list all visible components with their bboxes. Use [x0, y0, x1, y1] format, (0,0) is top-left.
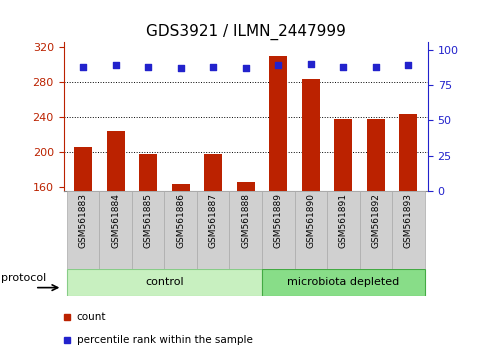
Bar: [391, 191, 424, 269]
Bar: [359, 191, 391, 269]
Title: GDS3921 / ILMN_2447999: GDS3921 / ILMN_2447999: [145, 23, 345, 40]
Bar: [99, 191, 132, 269]
Bar: [67, 191, 99, 269]
Point: [209, 64, 217, 69]
Bar: [139, 154, 157, 191]
Point: [176, 65, 184, 71]
Text: count: count: [77, 312, 106, 322]
Text: GSM561891: GSM561891: [338, 194, 347, 249]
Bar: [262, 269, 424, 296]
Bar: [74, 147, 92, 191]
Point: [111, 62, 119, 68]
Point: [404, 62, 411, 68]
Text: GSM561886: GSM561886: [176, 194, 185, 249]
Text: microbiota depleted: microbiota depleted: [286, 277, 399, 287]
Text: percentile rank within the sample: percentile rank within the sample: [77, 335, 252, 345]
Bar: [171, 184, 189, 191]
Point: [339, 64, 346, 69]
Point: [241, 65, 249, 71]
Text: protocol: protocol: [1, 273, 46, 283]
Bar: [269, 56, 286, 191]
Bar: [106, 131, 124, 191]
Point: [371, 64, 379, 69]
Bar: [229, 191, 262, 269]
Point: [306, 61, 314, 67]
Bar: [334, 119, 351, 191]
Text: GSM561885: GSM561885: [143, 194, 152, 249]
Text: GSM561893: GSM561893: [403, 194, 412, 249]
Bar: [236, 182, 254, 191]
Text: GSM561887: GSM561887: [208, 194, 217, 249]
Bar: [294, 191, 326, 269]
Text: GSM561889: GSM561889: [273, 194, 282, 249]
Point: [274, 62, 282, 68]
Bar: [164, 191, 197, 269]
Text: GSM561890: GSM561890: [305, 194, 315, 249]
Point: [144, 64, 152, 69]
Bar: [197, 191, 229, 269]
Bar: [301, 79, 319, 191]
Bar: [399, 114, 416, 191]
Text: GSM561883: GSM561883: [79, 194, 87, 249]
Point: [79, 64, 87, 69]
Bar: [326, 191, 359, 269]
Text: GSM561884: GSM561884: [111, 194, 120, 249]
Bar: [67, 269, 262, 296]
Text: control: control: [145, 277, 183, 287]
Bar: [132, 191, 164, 269]
Bar: [204, 154, 222, 191]
Bar: [366, 119, 384, 191]
Text: GSM561888: GSM561888: [241, 194, 250, 249]
Bar: [262, 191, 294, 269]
Text: GSM561892: GSM561892: [370, 194, 380, 249]
